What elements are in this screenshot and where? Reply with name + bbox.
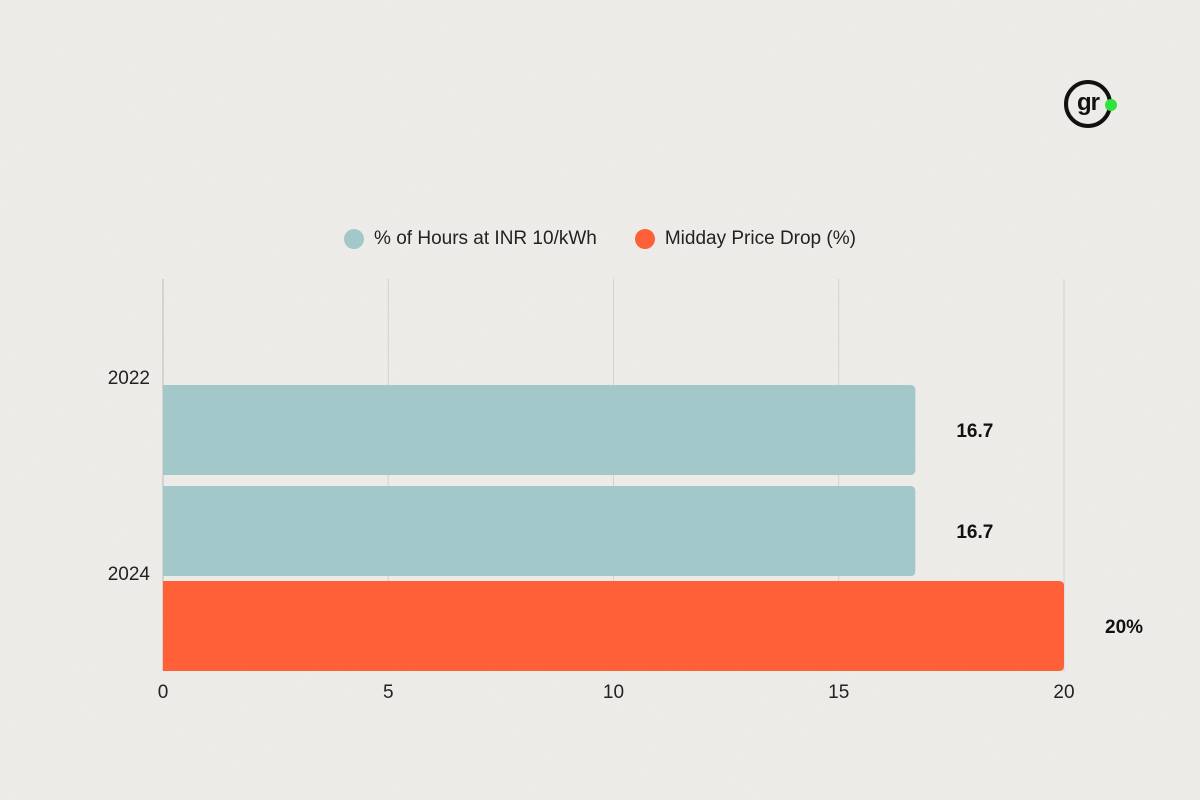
bar-2024-series-0 <box>163 486 916 576</box>
legend-label-price-drop: Midday Price Drop (%) <box>664 228 856 249</box>
x-tick-label-5: 5 <box>383 682 394 703</box>
chart-legend: % of Hours at INR 10/kWh Midday Price Dr… <box>0 228 1200 250</box>
x-tick-label-15: 15 <box>828 682 849 703</box>
logo-dot <box>1105 99 1117 111</box>
x-tick-label-0: 0 <box>158 682 169 703</box>
legend-swatch-hours <box>344 229 365 249</box>
x-tick-label-10: 10 <box>603 682 624 703</box>
legend-swatch-price-drop <box>634 229 655 249</box>
category-label-2024: 2024 <box>108 564 151 585</box>
brand-logo: gr <box>1064 80 1120 136</box>
data-label-2024-series-0: 16.7 <box>956 522 993 543</box>
legend-item-hours: % of Hours at INR 10/kWh <box>344 228 597 250</box>
data-label-2022-series-0: 16.7 <box>956 421 993 442</box>
legend-label-hours: % of Hours at INR 10/kWh <box>374 228 597 249</box>
bar-2022-series-0 <box>163 385 916 475</box>
x-tick-label-20: 20 <box>1053 682 1074 703</box>
data-label-2024-series-1: 20% <box>1105 617 1143 638</box>
legend-item-price-drop: Midday Price Drop (%) <box>634 228 856 250</box>
logo-text: gr <box>1077 89 1100 116</box>
category-label-2022: 2022 <box>108 368 150 389</box>
bar-2024-series-1 <box>163 581 1064 671</box>
